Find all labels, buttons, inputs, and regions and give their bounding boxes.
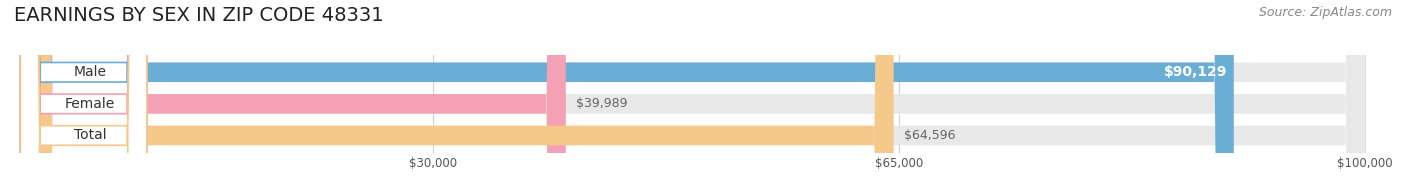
Text: Total: Total bbox=[73, 129, 107, 142]
Text: $64,596: $64,596 bbox=[904, 129, 956, 142]
FancyBboxPatch shape bbox=[34, 0, 1365, 196]
FancyBboxPatch shape bbox=[34, 0, 894, 196]
Text: EARNINGS BY SEX IN ZIP CODE 48331: EARNINGS BY SEX IN ZIP CODE 48331 bbox=[14, 6, 384, 25]
FancyBboxPatch shape bbox=[34, 0, 1365, 196]
FancyBboxPatch shape bbox=[34, 0, 1234, 196]
FancyBboxPatch shape bbox=[21, 0, 148, 196]
Text: Male: Male bbox=[73, 65, 107, 79]
FancyBboxPatch shape bbox=[34, 0, 1365, 196]
Text: $39,989: $39,989 bbox=[576, 97, 628, 110]
FancyBboxPatch shape bbox=[21, 0, 148, 196]
FancyBboxPatch shape bbox=[34, 0, 565, 196]
Text: $90,129: $90,129 bbox=[1164, 65, 1227, 79]
Text: Source: ZipAtlas.com: Source: ZipAtlas.com bbox=[1258, 6, 1392, 19]
FancyBboxPatch shape bbox=[21, 0, 148, 196]
Text: Female: Female bbox=[65, 97, 115, 111]
